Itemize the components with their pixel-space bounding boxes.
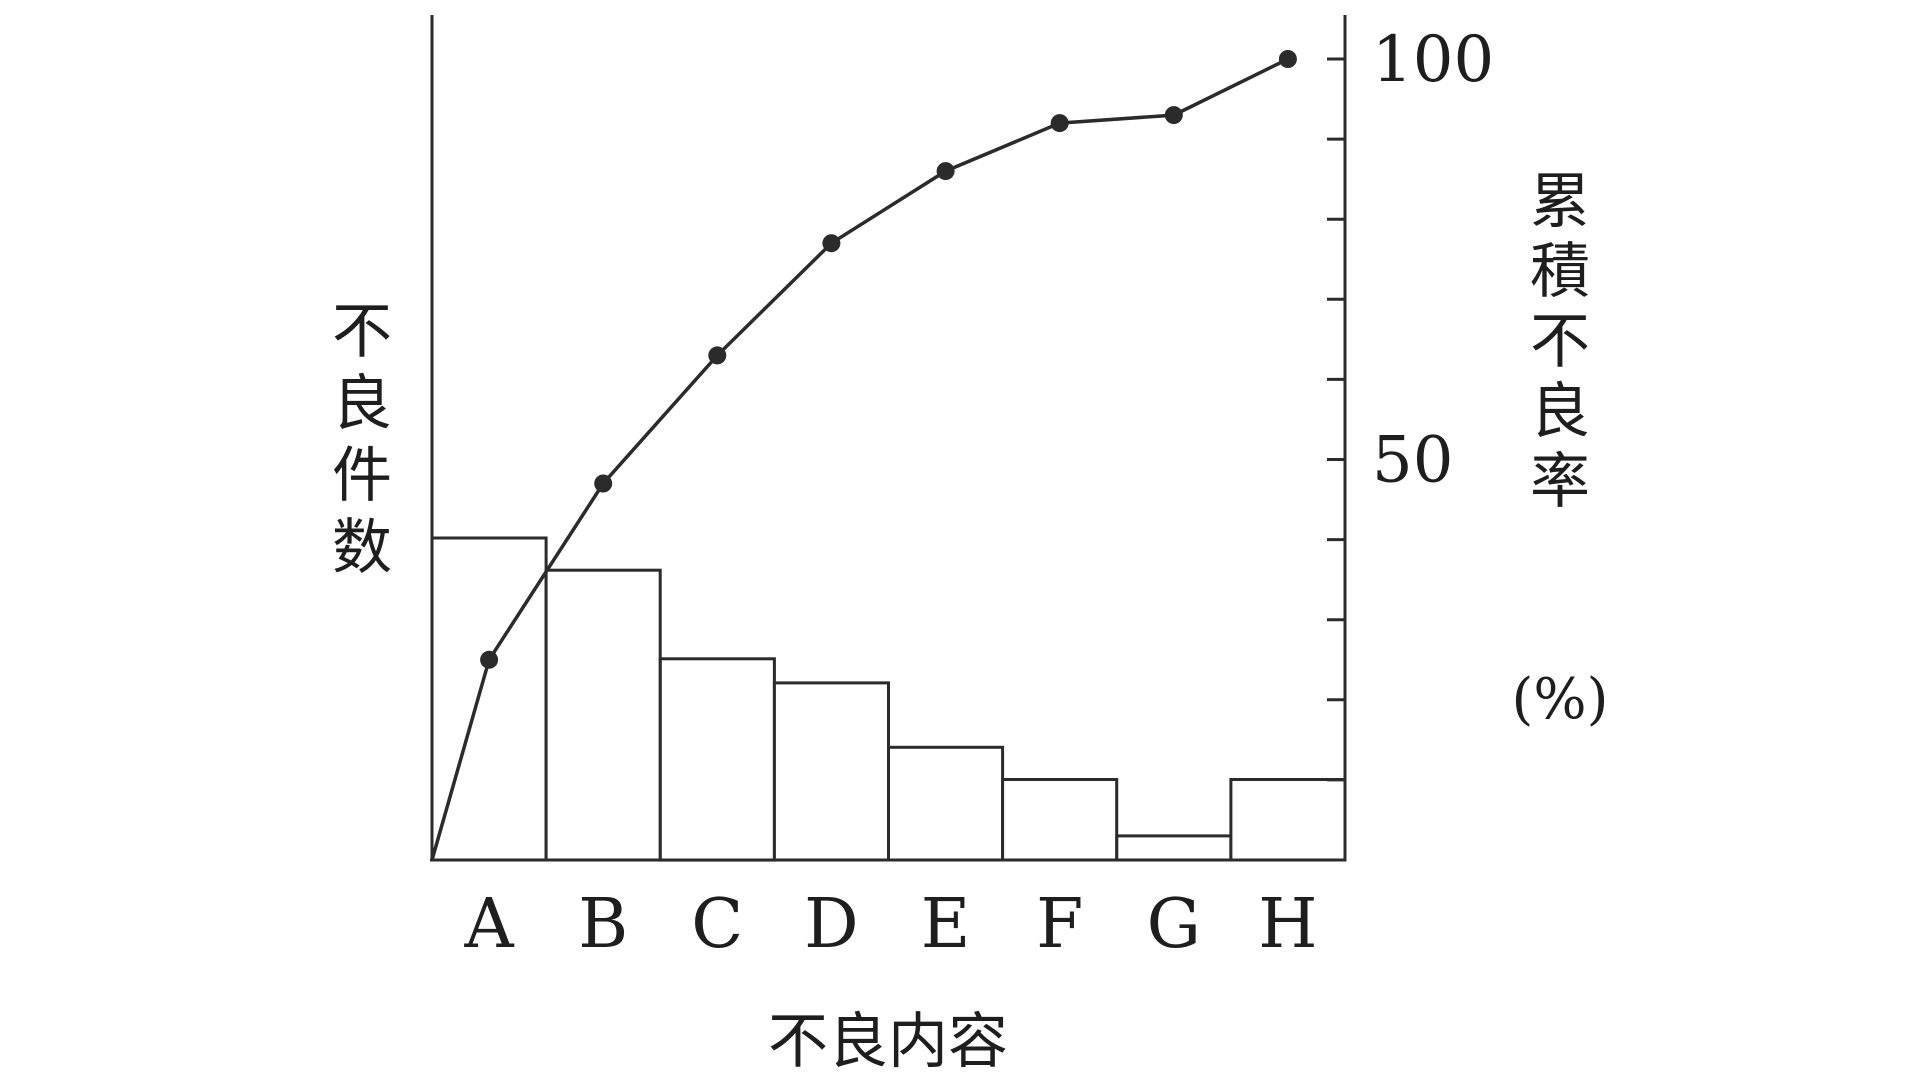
bar-F <box>1001 778 1119 862</box>
right-tick-label-50: 50 <box>1372 424 1453 498</box>
x-tick-label-D: D <box>804 885 859 964</box>
cumulative-point-B <box>594 474 613 493</box>
cumulative-point-G <box>1164 106 1183 125</box>
bar-A <box>430 536 548 862</box>
cumulative-point-C <box>708 346 727 365</box>
x-tick-label-C: C <box>691 885 743 964</box>
right-axis-title-char: 積 <box>1530 237 1590 307</box>
right-axis-tick-labels: 50 100 <box>1372 23 1494 498</box>
left-axis-title-char: 良 <box>332 369 392 439</box>
right-axis-ticks <box>1327 57 1345 782</box>
right-axis-title-char: 率 <box>1530 447 1590 517</box>
left-axis-title-char: 不 <box>332 297 392 367</box>
x-tick-label-G: G <box>1147 885 1201 964</box>
right-axis-unit: (%) <box>1512 667 1609 732</box>
left-axis-title-char: 件 <box>332 441 392 511</box>
x-tick-label-F: F <box>1036 885 1083 964</box>
bar-G <box>1115 834 1233 862</box>
bar-H <box>1229 778 1347 862</box>
right-tick-label-100: 100 <box>1372 23 1494 97</box>
cumulative-point-A <box>480 650 499 669</box>
right-axis-title-char: 良 <box>1530 377 1590 447</box>
x-tick-label-B: B <box>578 885 628 964</box>
bar-B <box>544 568 662 862</box>
left-axis-title-char: 数 <box>332 513 392 583</box>
right-axis-title-char: 累 <box>1530 167 1590 237</box>
bar-E <box>887 745 1005 862</box>
cumulative-point-D <box>822 234 841 253</box>
cumulative-point-E <box>936 162 955 181</box>
cumulative-point-F <box>1050 114 1069 133</box>
x-tick-label-H: H <box>1258 885 1317 964</box>
right-axis-title-char: 不 <box>1530 307 1590 377</box>
cumulative-point-H <box>1278 50 1297 68</box>
x-tick-label-E: E <box>921 885 971 964</box>
bars-layer <box>430 536 1347 862</box>
x-axis-title: 不良内容 <box>768 1007 1008 1077</box>
cumulative-points <box>480 50 1297 669</box>
bar-C <box>658 657 776 862</box>
bar-D <box>772 681 891 862</box>
x-tick-label-A: A <box>464 885 515 964</box>
